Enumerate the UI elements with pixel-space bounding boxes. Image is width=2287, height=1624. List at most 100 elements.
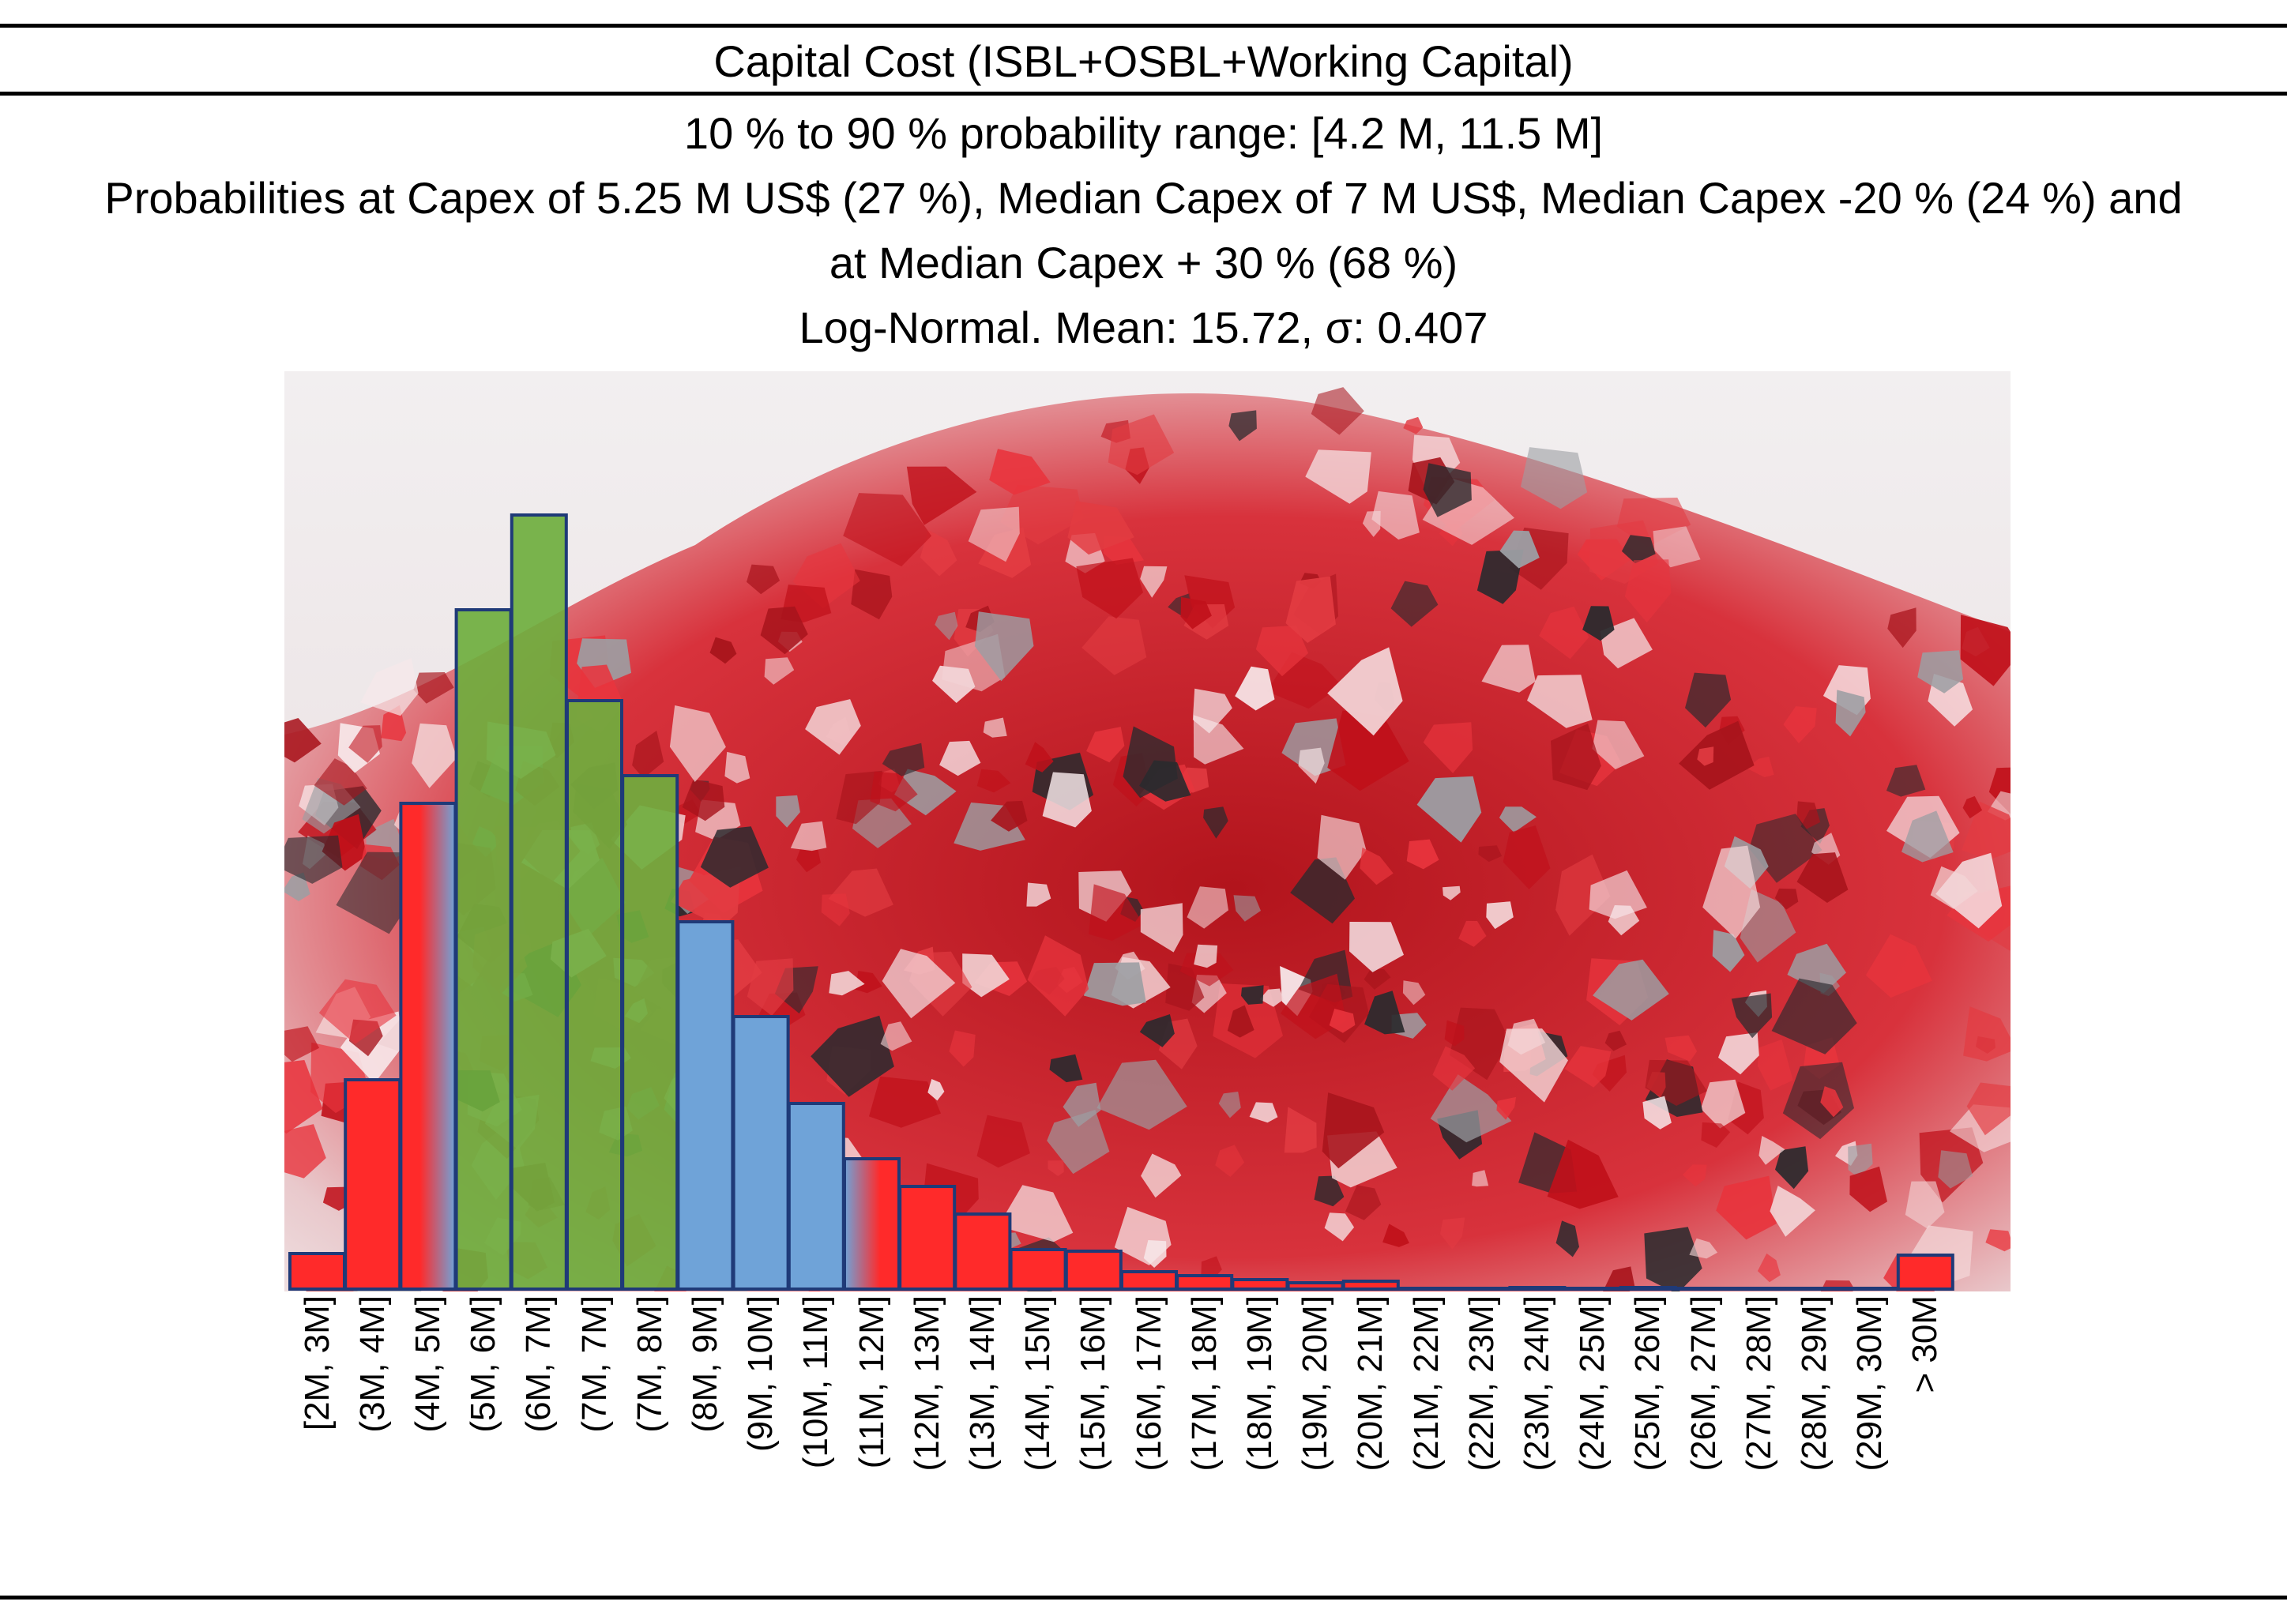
glass-shard bbox=[1284, 1107, 1317, 1153]
glass-shard bbox=[1089, 884, 1144, 941]
glass-shard bbox=[413, 672, 454, 704]
glass-shard bbox=[709, 637, 737, 664]
glass-shard bbox=[1905, 1181, 1945, 1229]
glass-shard bbox=[1049, 1054, 1083, 1083]
glass-shard bbox=[1083, 962, 1146, 1006]
x-tick-label: (13M, 14M] bbox=[962, 1295, 1002, 1472]
glass-shard bbox=[1731, 993, 1773, 1039]
chart-area bbox=[284, 371, 2011, 1291]
probabilities-line: Probabilities at Capex of 5.25 M US$ (27… bbox=[104, 173, 2183, 223]
glass-shard bbox=[1835, 690, 1866, 737]
glass-shard bbox=[998, 1185, 1074, 1242]
glass-shard bbox=[747, 564, 781, 595]
x-tick-label: (8M, 9M] bbox=[685, 1295, 724, 1433]
x-tick-label: (5M, 6M] bbox=[464, 1295, 503, 1433]
glass-shard bbox=[1774, 888, 1799, 910]
glass-shard bbox=[1364, 991, 1405, 1035]
x-tick-label: (3M, 4M] bbox=[352, 1295, 392, 1433]
glass-shard bbox=[1697, 746, 1714, 766]
glass-shard bbox=[1503, 825, 1551, 889]
glass-shard bbox=[927, 1079, 945, 1101]
glass-shard bbox=[983, 717, 1007, 738]
glass-shard bbox=[1430, 1074, 1512, 1143]
glass-shard bbox=[1215, 1145, 1245, 1177]
x-tick-label: (16M, 17M] bbox=[1129, 1295, 1168, 1472]
glass-shard bbox=[855, 971, 882, 994]
glass-shard bbox=[1235, 666, 1275, 711]
glass-shard bbox=[870, 771, 918, 812]
glass-shard bbox=[669, 705, 726, 782]
glass-shard bbox=[1280, 973, 1346, 1039]
glass-shard bbox=[1682, 1164, 1707, 1187]
x-tick-label: (9M, 10M] bbox=[741, 1295, 781, 1453]
glass-shard bbox=[1624, 559, 1672, 623]
glass-shard bbox=[322, 1186, 348, 1211]
glass-shard bbox=[1603, 1266, 1635, 1291]
x-tick-label: (7M, 7M] bbox=[574, 1295, 614, 1433]
glass-shard bbox=[1701, 1122, 1731, 1148]
glass-shard bbox=[1865, 934, 1932, 998]
glass-shard bbox=[314, 758, 367, 806]
glass-shard bbox=[976, 769, 1011, 793]
glass-shard bbox=[1679, 720, 1755, 790]
glass-shard bbox=[1329, 1009, 1356, 1033]
glass-shard bbox=[1496, 1096, 1517, 1120]
glass-shard bbox=[1796, 801, 1821, 830]
glass-shard bbox=[939, 740, 981, 776]
glass-shard bbox=[1324, 1212, 1355, 1242]
subtitle-block: 10 % to 90 % probability range: [4.2 M, … bbox=[47, 101, 2240, 360]
glass-shard bbox=[1604, 1030, 1627, 1051]
glass-shard bbox=[1403, 416, 1424, 434]
glass-shard bbox=[1227, 1005, 1254, 1038]
glass-shard bbox=[843, 493, 932, 567]
histogram-bar bbox=[1453, 1287, 1511, 1291]
glass-shard bbox=[1962, 801, 2011, 860]
histogram-bar bbox=[732, 1015, 790, 1291]
x-tick-label: (11M, 12M] bbox=[852, 1295, 891, 1469]
header-rule bbox=[0, 92, 2287, 96]
x-tick-label: (12M, 13M] bbox=[907, 1295, 946, 1472]
glass-shard bbox=[1364, 969, 1391, 990]
glass-shard bbox=[1081, 616, 1147, 675]
glass-shard bbox=[1203, 806, 1228, 839]
x-tick-label: (29M, 30M] bbox=[1850, 1295, 1890, 1472]
x-tick-label: (20M, 21M] bbox=[1351, 1295, 1390, 1472]
glass-shard bbox=[1423, 463, 1472, 517]
glass-shard bbox=[1123, 726, 1178, 799]
glass-shard bbox=[836, 770, 882, 825]
x-tick-label: (21M, 22M] bbox=[1406, 1295, 1446, 1472]
glass-shard bbox=[1444, 1020, 1465, 1047]
histogram-bar bbox=[1896, 1254, 1954, 1291]
glass-shard bbox=[1527, 675, 1593, 728]
glass-shard bbox=[1499, 806, 1537, 833]
glass-shard bbox=[1962, 795, 1983, 819]
histogram-chart bbox=[284, 371, 2011, 1291]
glass-shard bbox=[1440, 1217, 1465, 1250]
x-tick-label: (18M, 19M] bbox=[1239, 1295, 1279, 1472]
glass-shard bbox=[1887, 607, 1916, 648]
glass-shard bbox=[1458, 920, 1487, 947]
x-tick-label: (22M, 23M] bbox=[1461, 1295, 1501, 1472]
glass-shard bbox=[1985, 1229, 2011, 1252]
glass-shard bbox=[1702, 845, 1761, 939]
histogram-bar bbox=[621, 774, 679, 1291]
glass-shard bbox=[989, 449, 1051, 495]
distribution-line: Log-Normal. Mean: 15.72, σ: 0.407 bbox=[799, 303, 1488, 352]
glass-shard bbox=[1086, 727, 1125, 763]
glass-shard bbox=[1718, 1032, 1759, 1075]
glass-shard bbox=[1314, 1175, 1345, 1207]
x-tick-label: (19M, 20M] bbox=[1296, 1295, 1335, 1472]
histogram-bar bbox=[1730, 1287, 1789, 1291]
glass-shard bbox=[1025, 742, 1054, 773]
glass-shard bbox=[700, 826, 769, 888]
glass-shard bbox=[682, 779, 725, 821]
glass-shard bbox=[1027, 935, 1089, 1017]
glass-shard bbox=[829, 971, 865, 996]
glass-shard bbox=[1775, 1146, 1809, 1190]
histogram-bar bbox=[1341, 1280, 1400, 1291]
histogram-bar bbox=[1397, 1287, 1455, 1291]
x-tick-label: (26M, 27M] bbox=[1683, 1295, 1723, 1472]
top-rule bbox=[0, 24, 2287, 28]
histogram-bar bbox=[1619, 1286, 1677, 1291]
glass-shard bbox=[1664, 1035, 1698, 1062]
